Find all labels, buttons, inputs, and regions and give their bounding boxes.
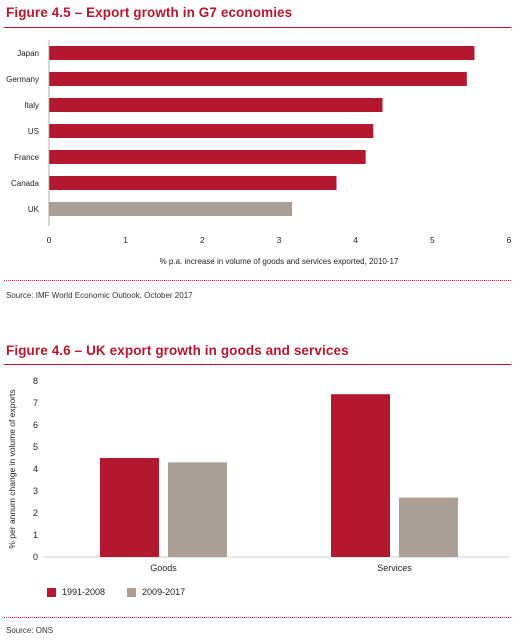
y-tick-label-6: 6 [33, 420, 38, 430]
figure-4-6-divider [4, 617, 511, 618]
category-label-us: US [28, 127, 39, 136]
bar-services-2009-2017 [399, 497, 458, 557]
x-tick-label-3: 3 [277, 235, 282, 245]
y-tick-label-2: 2 [33, 508, 38, 518]
category-label-services: Services [377, 563, 412, 573]
bar-uk [49, 202, 293, 216]
category-label-italy: Italy [24, 101, 39, 110]
y-tick-label-0: 0 [33, 552, 38, 562]
bar-canada [49, 176, 337, 190]
figure-4-6-title-rule [4, 364, 511, 365]
legend-item-1991-2008: 1991-2008 [47, 587, 105, 597]
figure-4-6-source: Source: ONS [6, 626, 54, 635]
x-tick-label-2: 2 [200, 235, 205, 245]
bar-goods-1991-2008 [100, 458, 159, 557]
bar-italy [49, 98, 383, 112]
bar-france [49, 150, 366, 164]
g7-export-growth-chart: Japan Germany Italy US France Canada UK 0 1 2 3 4 5 6… [6, 40, 512, 266]
bar-germany [49, 72, 467, 86]
figure-4-5-divider [4, 280, 511, 281]
category-label-goods: Goods [150, 563, 177, 573]
x-tick-label-4: 4 [353, 235, 358, 245]
bar-goods-2009-2017 [168, 462, 227, 557]
x-tick-label-1: 1 [123, 235, 128, 245]
y-tick-label-8: 8 [33, 376, 38, 386]
legend-item-2009-2017: 2009-2017 [127, 587, 185, 597]
legend-label-2009-2017: 2009-2017 [142, 587, 186, 597]
bar-us [49, 124, 374, 138]
chart-legend: 1991-2008 2009-2017 [47, 587, 207, 597]
x-tick-label-6: 6 [507, 235, 512, 245]
category-label-uk: UK [28, 205, 40, 214]
legend-swatch-2009-2017 [127, 587, 137, 597]
bar-japan [49, 46, 475, 60]
figure-4-5-title: Figure 4.5 – Export growth in G7 economi… [6, 5, 293, 20]
category-label-germany: Germany [6, 75, 39, 84]
bar-services-1991-2008 [331, 394, 390, 557]
y-tick-label-1: 1 [33, 530, 38, 540]
category-label-canada: Canada [11, 179, 40, 188]
x-tick-label-0: 0 [47, 235, 52, 245]
y-tick-label-7: 7 [33, 398, 38, 408]
category-label-france: France [14, 153, 39, 162]
category-label-japan: Japan [17, 49, 39, 58]
y-tick-label-3: 3 [33, 486, 38, 496]
figure-4-6-title: Figure 4.6 – UK export growth in goods a… [6, 343, 349, 358]
y-axis-label: % per annum change in volume of exports [7, 389, 17, 548]
figure-4-5-source: Source: IMF World Economic Outlook, Octo… [6, 291, 193, 300]
legend-label-1991-2008: 1991-2008 [62, 587, 106, 597]
x-axis-label: % p.a. increase in volume of goods and s… [160, 257, 399, 266]
figure-4-5-title-rule [4, 27, 511, 28]
y-tick-label-5: 5 [33, 442, 38, 452]
x-tick-label-5: 5 [430, 235, 435, 245]
legend-swatch-1991-2008 [47, 587, 56, 597]
uk-export-growth-chart: 0 1 2 3 4 5 6 7 8 Goods Services % per annum change… [7, 376, 509, 573]
y-tick-label-4: 4 [33, 464, 38, 474]
